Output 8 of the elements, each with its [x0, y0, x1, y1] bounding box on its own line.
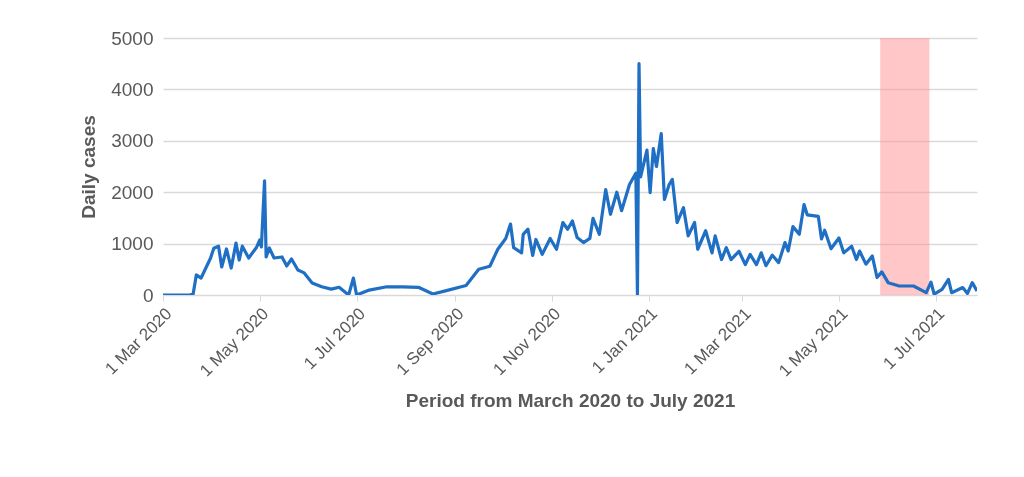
- y-tick-label: 5000: [111, 27, 154, 49]
- y-tick-label: 4000: [111, 78, 154, 100]
- x-axis-title: Period from March 2020 to July 2021: [405, 389, 736, 411]
- y-tick-label: 0: [142, 284, 154, 306]
- y-tick-label: 1000: [111, 233, 154, 255]
- y-axis-title: Daily cases: [78, 115, 100, 219]
- y-tick-label: 3000: [111, 130, 154, 152]
- y-tick-label: 2000: [111, 181, 154, 203]
